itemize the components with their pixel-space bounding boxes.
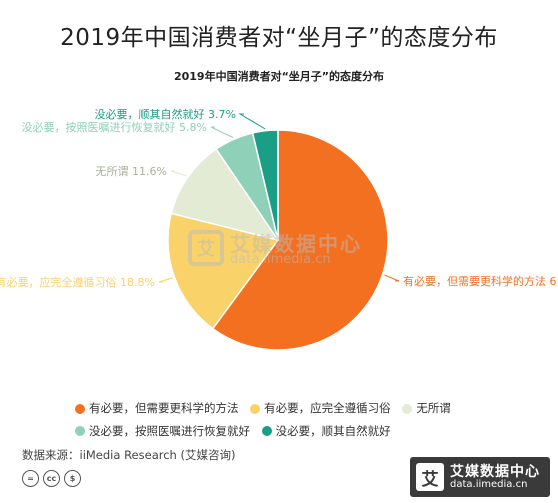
legend-swatch <box>75 426 85 436</box>
data-label: 有必要，应完全遵循习俗 18.8% <box>0 275 155 289</box>
pie-slice <box>251 129 279 241</box>
leader-line <box>384 274 400 282</box>
logo-name: 艾媒数据中心 <box>450 464 540 480</box>
legend-label: 没必要，按照医嘱进行恢复就好 <box>89 423 250 438</box>
data-source: 数据来源：iiMedia Research (艾媒咨询) <box>22 448 236 462</box>
equals-icon: = <box>22 470 39 487</box>
creative-commons-icon: cc <box>43 470 60 487</box>
legend-item: 无所谓 <box>402 398 451 419</box>
leader-line <box>210 126 234 138</box>
pie-slice <box>211 129 389 351</box>
page-title: 2019年中国消费者对“坐月子”的态度分布 <box>60 25 498 51</box>
legend-item: 有必要，但需要更科学的方法 <box>75 398 239 419</box>
legend-swatch <box>75 403 85 414</box>
dollar-icon: $ <box>64 470 81 487</box>
data-label: 没必要，按照医嘱进行恢复就好 5.8% <box>22 120 207 134</box>
data-label: 无所谓 11.6% <box>96 165 167 178</box>
license-icons: = cc $ <box>22 470 81 487</box>
legend-swatch <box>261 426 272 436</box>
legend-item: 没必要，顺其自然就好 <box>261 421 391 442</box>
leader-line <box>238 113 266 130</box>
pie-slice <box>170 147 280 242</box>
leader-line <box>170 170 187 177</box>
data-label: 有必要，但需要更科学的方法 6 <box>403 274 557 288</box>
leader-line <box>158 277 173 283</box>
logo-url: data.iimedia.cn <box>450 479 528 490</box>
legend-label: 有必要，但需要更科学的方法 <box>89 401 239 415</box>
legend-label: 有必要，应完全遵循习俗 <box>264 401 391 415</box>
chart-title: 2019年中国消费者对“坐月子”的态度分布 <box>173 70 385 83</box>
logo-mark: 艾 <box>416 463 444 491</box>
legend: 有必要，但需要更科学的方法 有必要，应完全遵循习俗 无所谓 没必要，按照医嘱进行… <box>75 398 495 443</box>
legend-label: 没必要，顺其自然就好 <box>275 423 391 438</box>
pie-slice <box>167 212 280 330</box>
legend-item: 没必要，按照医嘱进行恢复就好 <box>75 421 250 442</box>
legend-swatch <box>402 403 413 414</box>
legend-label: 无所谓 <box>416 401 451 415</box>
legend-swatch <box>250 403 261 414</box>
iimedia-logo: 艾 艾媒数据中心 data.iimedia.cn <box>410 457 550 497</box>
data-label: 没必要，顺其自然就好 3.7% <box>95 107 236 121</box>
legend-item: 有必要，应完全遵循习俗 <box>250 398 391 419</box>
